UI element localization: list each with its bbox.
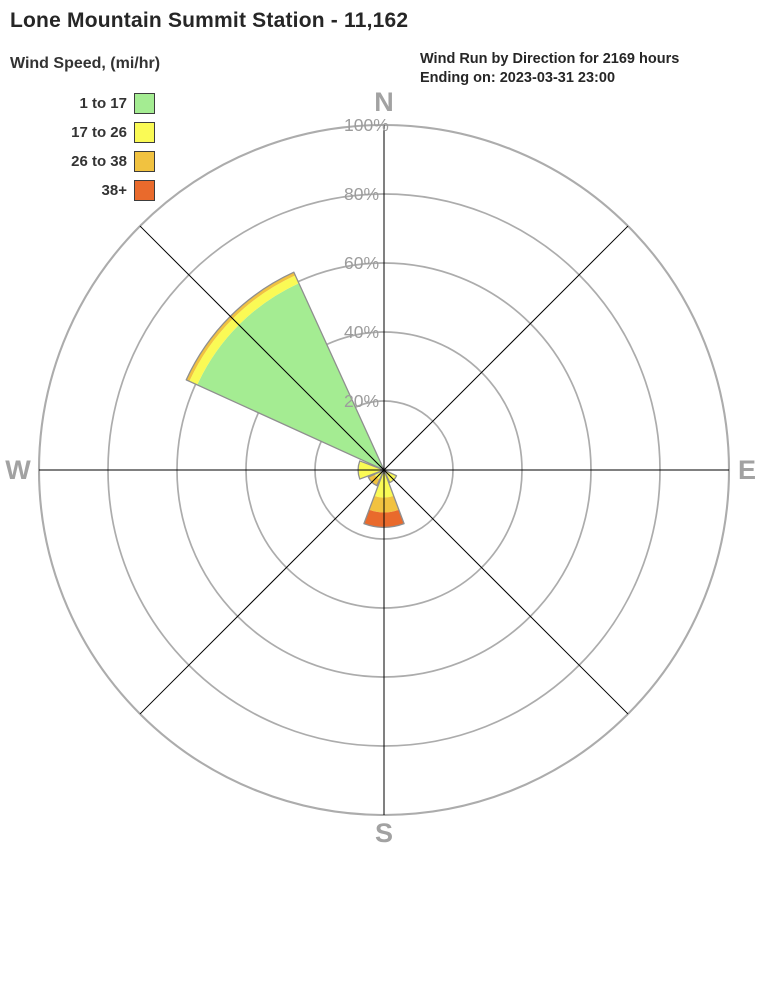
legend-color-swatch: [134, 93, 155, 114]
annotation-line-1: Wind Run by Direction for 2169 hours: [420, 51, 680, 67]
legend-color-swatch: [134, 180, 155, 201]
legend-item-1: 1 to 17: [10, 89, 160, 118]
wind-speed-legend: Wind Speed, (mi/hr) 1 to 17 17 to 26 26 to…: [10, 55, 160, 205]
legend-color-swatch: [134, 122, 155, 143]
legend-item-label: 26 to 38: [71, 153, 127, 170]
legend-item-3: 26 to 38: [10, 147, 160, 176]
compass-label-w: W: [5, 455, 31, 485]
legend-rows: 1 to 17 17 to 26 26 to 38 38+: [10, 89, 160, 205]
legend-item-2: 17 to 26: [10, 118, 160, 147]
ring-label-60: 60%: [344, 253, 379, 273]
legend-color-swatch: [134, 151, 155, 172]
compass-label-n: N: [374, 87, 394, 117]
axis-line-135deg: [139, 225, 629, 715]
legend-item-label: 17 to 26: [71, 124, 127, 141]
compass-label-e: E: [738, 455, 756, 485]
ring-label-40: 40%: [344, 322, 379, 342]
legend-item-label: 38+: [101, 182, 127, 199]
annotation-line-2: Ending on: 2023-03-31 23:00: [420, 69, 616, 86]
ring-label-100: 100%: [344, 115, 389, 135]
ring-label-20: 20%: [344, 391, 379, 411]
ring-label-80: 80%: [344, 184, 379, 204]
legend-title: Wind Speed, (mi/hr): [10, 55, 161, 72]
compass-label-s: S: [375, 818, 393, 848]
chart-annotation: Wind Run by Direction for 2169 hours End…: [420, 50, 679, 87]
wedge-nw-band-17-to-26: [189, 275, 299, 385]
legend-item-4: 38+: [10, 176, 160, 205]
page-title: Lone Mountain Summit Station - 11,162: [10, 9, 409, 32]
legend-item-label: 1 to 17: [79, 95, 127, 112]
